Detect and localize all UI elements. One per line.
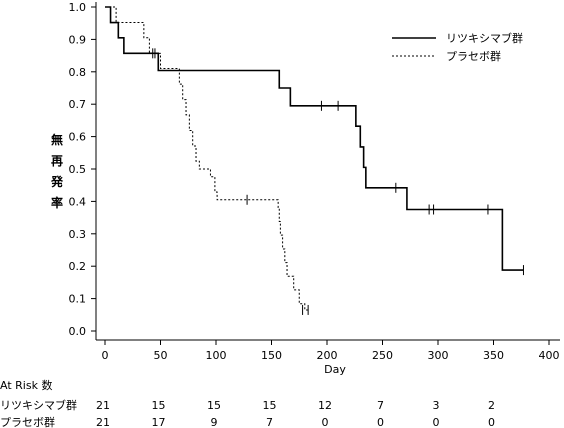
series-lines [105,6,524,315]
x-tick-label: 250 [372,349,393,362]
y-tick-label: 0.6 [69,131,87,144]
at-risk-value-row-2: 0 [433,416,440,428]
at-risk-title: At Risk 数 [0,379,52,392]
at-risk-value-row-2: 0 [488,416,495,428]
y-axis-label-char: 率 [51,195,63,210]
at-risk-value-row-2: 17 [152,416,166,428]
at-risk-table: At Risk 数 リツキシマブ群 プラセボ群 21 15 15 15 12 7 3 2 21 1… [0,379,495,428]
at-risk-value-row-1: 7 [377,399,384,412]
at-risk-values: 21 15 15 15 12 7 3 2 21 17 9 7 0 0 0 0 [96,399,495,428]
at-risk-value-row-1: 21 [96,399,110,412]
x-axis-label: Day [324,363,346,376]
y-tick-label: 0.1 [69,293,87,306]
at-risk-value-row-2: 21 [96,416,110,428]
survival-curve-series-1 [105,6,524,271]
at-risk-value-row-1: 15 [152,399,166,412]
x-tick-label: 400 [539,349,560,362]
at-risk-value-row-2: 0 [377,416,384,428]
y-tick-label: 0.9 [69,33,87,46]
y-axis-label-char: 無 [51,132,63,147]
y-tick-label: 0.5 [69,163,87,176]
legend-label-series-1: リツキシマブ群 [446,31,523,45]
at-risk-value-row-1: 15 [207,399,221,412]
at-risk-value-row-2: 9 [211,416,218,428]
at-risk-row-label-2: プラセボ群 [0,415,55,428]
x-tick-label: 50 [154,349,168,362]
y-axis-label-char: 発 [50,174,64,189]
y-tick-label: 0.8 [69,66,87,79]
legend-label-series-2: プラセボ群 [446,49,501,63]
y-axis-label-char: 再 [51,154,63,168]
x-tick-label: 150 [261,349,282,362]
y-axis-ticks: 0.0 0.1 0.2 0.3 0.4 0.5 0.6 0.7 0.8 0.9 1.0 [69,1,96,338]
plot-frame [95,2,560,341]
y-tick-label: 0.7 [69,98,87,111]
y-tick-label: 0.2 [69,260,87,273]
at-risk-value-row-2: 7 [266,416,273,428]
at-risk-value-row-2: 0 [322,416,329,428]
at-risk-value-row-1: 2 [488,399,495,412]
y-tick-label: 1.0 [69,1,87,14]
at-risk-value-row-1: 3 [433,399,440,412]
y-tick-label: 0.0 [69,325,87,338]
at-risk-row-label-1: リツキシマブ群 [0,398,77,412]
at-risk-value-row-1: 15 [263,399,277,412]
x-tick-label: 200 [317,349,338,362]
x-tick-label: 100 [206,349,227,362]
survival-curve-series-2 [105,6,309,311]
x-tick-label: 300 [428,349,449,362]
x-tick-label: 0 [102,349,109,362]
y-tick-label: 0.4 [69,195,87,208]
x-tick-label: 350 [483,349,504,362]
y-tick-label: 0.3 [69,228,87,241]
legend: リツキシマブ群 プラセボ群 [392,31,523,63]
at-risk-value-row-1: 12 [318,399,332,412]
x-axis-ticks: 0 50 100 150 200 250 300 350 400 [102,340,560,362]
